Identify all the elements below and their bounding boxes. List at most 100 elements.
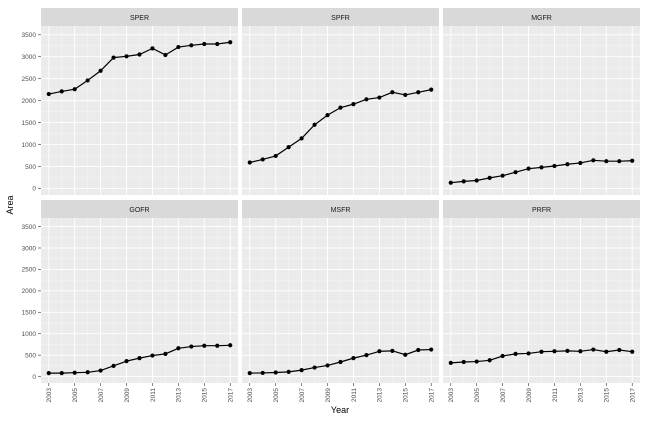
x-tick-label: 2003 — [247, 388, 254, 403]
data-point — [228, 343, 233, 348]
x-tick-label: 2015 — [604, 388, 611, 403]
facet-strip — [41, 8, 238, 26]
x-tick-label: 2005 — [273, 388, 280, 403]
x-tick-label: 2003 — [46, 388, 53, 403]
x-tick-label: 2009 — [325, 388, 332, 403]
data-point — [351, 356, 356, 361]
data-point — [500, 173, 505, 178]
data-point — [338, 359, 343, 365]
facet-panel-mgfr: MGFR — [443, 8, 640, 195]
facet-strip-label: SPER — [130, 15, 149, 22]
y-tick-label: 3500 — [22, 224, 37, 231]
data-point — [617, 159, 622, 164]
data-point — [474, 359, 479, 364]
data-point — [247, 160, 252, 165]
y-tick-label: 500 — [25, 164, 36, 171]
data-point — [578, 349, 583, 354]
data-point — [364, 353, 369, 358]
data-point — [286, 369, 291, 374]
data-point — [487, 175, 492, 180]
y-tick-label: 1000 — [22, 331, 37, 338]
data-point — [325, 363, 330, 368]
data-point — [124, 359, 129, 364]
data-point — [176, 44, 181, 50]
data-point — [565, 348, 570, 353]
data-point — [85, 370, 90, 375]
data-point — [299, 136, 304, 141]
data-point — [260, 370, 265, 376]
data-point — [416, 347, 421, 353]
x-tick-label: 2009 — [526, 388, 533, 403]
data-point — [72, 370, 77, 375]
data-point — [228, 40, 233, 45]
facet-strip — [41, 200, 238, 218]
y-tick-label: 0 — [32, 186, 36, 193]
data-point — [578, 160, 583, 166]
x-tick-label: 2005 — [474, 388, 481, 403]
y-tick-label: 2500 — [22, 267, 37, 274]
data-point — [46, 371, 51, 376]
data-point — [189, 344, 194, 349]
data-point — [215, 343, 220, 348]
y-tick-label: 500 — [25, 352, 36, 359]
x-tick-label: 2015 — [403, 388, 410, 403]
y-tick-label: 2500 — [22, 76, 37, 83]
data-point — [98, 68, 103, 73]
data-point — [604, 349, 609, 354]
facet-panel-prfr: PRFR 2003 2005 2007 2009 2011 2013 2015 2017 — [443, 200, 640, 402]
x-tick-label: 2011 — [552, 388, 559, 402]
data-point — [111, 55, 116, 60]
data-point — [604, 159, 609, 164]
x-tick-label: 2007 — [98, 388, 105, 403]
data-point — [163, 351, 168, 356]
data-point — [513, 351, 518, 356]
data-point — [429, 347, 434, 352]
data-point — [85, 78, 90, 83]
data-point — [539, 165, 544, 170]
x-tick-label: 2017 — [429, 388, 436, 403]
data-point — [461, 359, 466, 365]
data-point — [552, 349, 557, 354]
data-point — [325, 113, 330, 118]
data-point — [150, 353, 155, 358]
data-point — [176, 346, 181, 351]
data-point — [474, 178, 479, 183]
facet-strip — [443, 200, 640, 218]
y-tick-label: 2000 — [22, 98, 37, 105]
data-point — [98, 368, 103, 373]
data-point — [630, 349, 635, 354]
data-point — [617, 347, 622, 353]
data-point — [487, 358, 492, 363]
data-point — [260, 157, 265, 162]
data-point — [72, 87, 77, 92]
data-point — [59, 89, 64, 94]
data-point — [461, 179, 466, 184]
y-tick-label: 0 — [32, 374, 36, 381]
data-point — [403, 92, 408, 98]
x-tick-label: 2009 — [124, 388, 131, 403]
data-point — [124, 54, 129, 59]
data-point — [429, 87, 434, 92]
data-point — [552, 163, 557, 169]
data-point — [513, 170, 518, 175]
data-point — [338, 105, 343, 110]
data-point — [526, 166, 531, 171]
facet-strip-label: SPFR — [331, 15, 350, 22]
data-point — [500, 353, 505, 359]
y-tick-label: 3500 — [22, 32, 37, 39]
data-point — [565, 162, 570, 167]
facet-strip — [242, 200, 439, 218]
facet-strip-label: MSFR — [331, 207, 351, 214]
data-point — [591, 158, 596, 163]
data-point — [526, 351, 531, 356]
data-point — [351, 102, 356, 107]
y-tick-label: 1500 — [22, 120, 37, 127]
facet-strip-label: GOFR — [129, 207, 149, 214]
y-tick-label: 1000 — [22, 142, 37, 149]
data-point — [312, 365, 317, 370]
x-axis-title: Year — [331, 405, 349, 415]
data-point — [377, 349, 382, 354]
data-point — [46, 91, 51, 97]
data-point — [215, 41, 220, 47]
